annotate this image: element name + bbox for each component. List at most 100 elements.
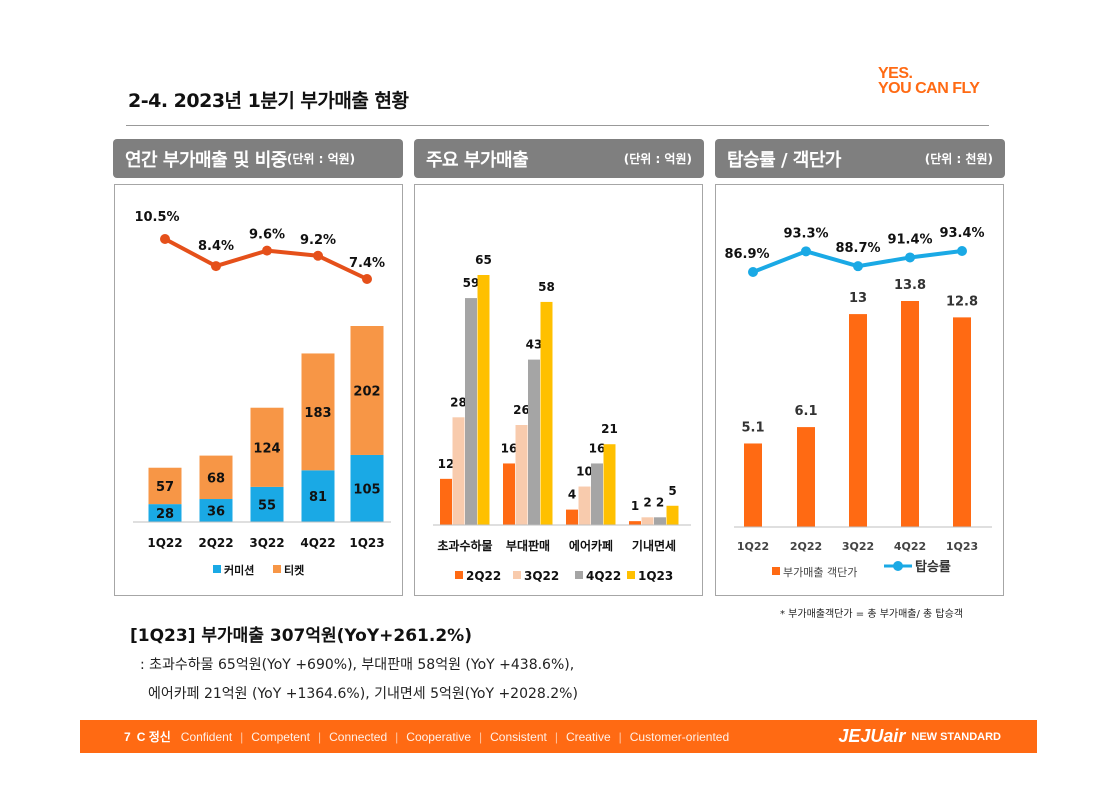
- x-tick-label: 2Q22: [790, 540, 822, 553]
- ratio-label: 8.4%: [198, 239, 234, 254]
- ratio-point: [160, 234, 170, 244]
- bar-ticket: [199, 455, 233, 500]
- legend-swatch: [513, 571, 521, 579]
- legend-swatch-revenue-per-pax: [772, 567, 780, 575]
- legend-label-revenue-per-pax: 부가매출 객단가: [783, 566, 857, 579]
- bar-value-label: 28: [450, 395, 467, 409]
- legend-label-ticket: 티켓: [284, 563, 304, 577]
- bar-value-label: 6.1: [794, 404, 817, 419]
- loadfactor-label: 88.7%: [835, 241, 880, 256]
- loadfactor-label: 91.4%: [887, 232, 932, 247]
- bar-label-ticket: 202: [353, 384, 380, 399]
- x-tick-label: 1Q23: [946, 540, 978, 553]
- bar-1q23: [666, 505, 679, 525]
- bar-value-label: 26: [513, 403, 530, 417]
- footer-value-customer-oriented: Customer-oriented: [629, 729, 730, 744]
- annual-ancillary-chart: 28 57 1Q22 36 68 2Q22 55 124 3Q22 81 183 4Q22 105 202…: [133, 210, 391, 577]
- footer-tagline: NEW STANDARD: [911, 730, 1001, 743]
- loadfactor-chart: 5.1 1Q22 6.1 2Q22 13 3Q22 13.8 4Q22 12.8 1Q23 86.9…: [724, 226, 992, 579]
- legend-marker-loadfactor: [893, 561, 903, 571]
- bar-revenue-per-pax: [953, 317, 971, 527]
- footer-separator: |: [395, 729, 399, 744]
- page-number: 7: [124, 729, 131, 744]
- legend-label-loadfactor: 탑승률: [915, 560, 951, 575]
- brand-line-1: YES.: [878, 65, 913, 82]
- ratio-label: 7.4%: [349, 256, 385, 271]
- footnote: * 부가매출객단가 = 총 부가매출/ 총 탑승객: [780, 609, 964, 620]
- bar-label-commission: 28: [156, 507, 174, 522]
- legend-swatch-commission: [213, 565, 221, 573]
- jejuair-logo: JEJUair: [838, 726, 906, 746]
- brand-slogan: YES. YOU CAN FLY: [878, 65, 980, 97]
- x-tick-label: 에어카페: [569, 538, 613, 553]
- panel-header-annual: 연간 부가매출 및 비중 (단위 : 억원): [113, 139, 403, 178]
- panel-header-loadfactor: 탑승률 / 객단가 (단위 : 천원): [715, 139, 1005, 178]
- bar-3q22: [578, 486, 591, 525]
- bar-revenue-per-pax: [797, 427, 815, 527]
- bar-ticket: [301, 353, 335, 471]
- ratio-point: [362, 274, 372, 284]
- bar-value-label: 65: [475, 253, 492, 267]
- bar-label-commission: 81: [309, 490, 327, 505]
- loadfactor-label: 93.3%: [783, 226, 828, 241]
- bar-value-label: 43: [526, 338, 543, 352]
- legend-label: 2Q22: [466, 569, 501, 583]
- bar-value-label: 4: [568, 488, 576, 502]
- bar-3q22: [641, 517, 654, 525]
- footer-separator: |: [240, 729, 244, 744]
- footer-separator: |: [554, 729, 558, 744]
- bar-value-label: 13.8: [894, 278, 926, 293]
- bar-label-ticket: 68: [207, 471, 225, 486]
- bar-revenue-per-pax: [849, 314, 867, 527]
- bar-3q22: [452, 417, 465, 525]
- ratio-point: [211, 261, 221, 272]
- bar-label-ticket: 57: [156, 480, 174, 495]
- bar-4q22: [654, 517, 666, 525]
- legend-label-commission: 커미션: [224, 563, 254, 577]
- summary-line-2: 에어카페 21억원 (YoY +1364.6%), 기내면세 5억원(YoY +…: [148, 686, 578, 702]
- ratio-label: 9.6%: [249, 228, 285, 243]
- bar-label-commission: 36: [207, 505, 225, 520]
- footer-separator: |: [317, 729, 322, 744]
- page-title: 2-4. 2023년 1분기 부가매출 현황: [128, 90, 409, 112]
- bar-label-ticket: 183: [304, 406, 331, 421]
- bar-label-commission: 105: [353, 482, 380, 497]
- legend-swatch: [455, 571, 463, 579]
- bar-2q22: [629, 521, 641, 525]
- footer-spirit: C 정신: [136, 730, 171, 744]
- footer-bar: 7 C 정신 Confident | Competent | Connected | Coo…: [80, 720, 1037, 753]
- loadfactor-label: 86.9%: [724, 247, 769, 262]
- loadfactor-point: [853, 261, 863, 272]
- panel-unit: (단위 : 억원): [623, 152, 692, 166]
- bar-commission: [250, 486, 284, 522]
- legend-swatch: [575, 571, 583, 579]
- bar-2q22: [503, 463, 515, 525]
- legend-swatch-ticket: [273, 565, 281, 573]
- bar-value-label: 5.1: [741, 420, 764, 435]
- bar-value-label: 12.8: [946, 294, 978, 309]
- bar-revenue-per-pax: [901, 301, 919, 527]
- x-tick-label: 1Q22: [147, 536, 182, 550]
- bar-commission: [199, 499, 233, 522]
- bar-2q22: [566, 509, 578, 525]
- bar-value-label: 1: [631, 499, 639, 513]
- x-tick-label: 1Q23: [349, 536, 384, 550]
- bar-value-label: 2: [656, 495, 664, 509]
- x-tick-label: 2Q22: [198, 536, 233, 550]
- footer-values: Confident | Competent | Connected | Cooperativ…: [181, 730, 729, 744]
- summary-line-1: : 초과수하물 65억원(YoY +690%), 부대판매 58억원 (YoY …: [140, 657, 575, 673]
- bar-value-label: 16: [501, 441, 518, 455]
- x-tick-label: 부대판매: [506, 538, 550, 553]
- bar-4q22: [591, 463, 603, 525]
- panel-header-major: 주요 부가매출 (단위 : 억원): [414, 139, 704, 178]
- ratio-label: 9.2%: [300, 233, 336, 248]
- bar-ticket: [148, 467, 182, 505]
- bar-value-label: 2: [643, 495, 651, 509]
- bar-revenue-per-pax: [744, 443, 762, 527]
- bar-label-commission: 55: [258, 498, 276, 513]
- x-tick-label: 4Q22: [894, 540, 926, 553]
- bar-3q22: [515, 425, 528, 525]
- ratio-label: 10.5%: [134, 210, 179, 225]
- bar-value-label: 21: [601, 422, 618, 436]
- legend-label: 4Q22: [586, 569, 621, 583]
